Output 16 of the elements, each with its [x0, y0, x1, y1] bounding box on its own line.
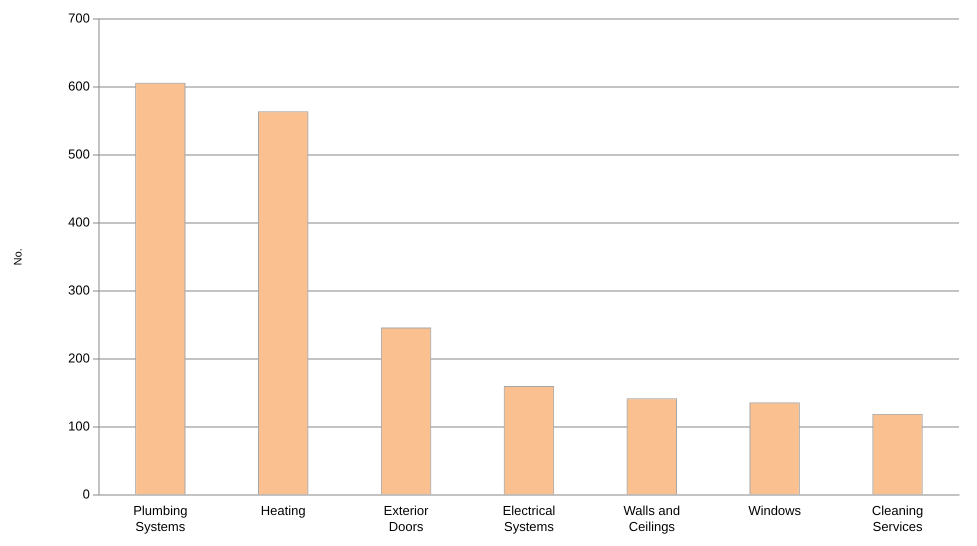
x-tick-label: Plumbing Systems [133, 503, 188, 534]
y-tick-label: 700 [68, 10, 90, 26]
y-tick-label: 300 [68, 282, 90, 298]
y-tick-label: 400 [68, 214, 90, 230]
y-tick-label: 600 [68, 78, 90, 94]
x-tick-label: Electrical Systems [502, 503, 556, 534]
x-tick-label: Walls and Ceilings [624, 503, 680, 534]
x-tick-label: Heating [260, 503, 306, 518]
x-tick-label: Windows [748, 503, 802, 518]
y-tick-label: 100 [68, 418, 90, 434]
y-tick-label: 500 [68, 146, 90, 162]
y-tick-label: 200 [68, 350, 90, 366]
x-tick-label: Cleaning Services [872, 503, 924, 534]
y-tick-label: 0 [82, 486, 90, 502]
y-axis-title: No. [12, 248, 25, 266]
x-tick-label: Exterior Doors [384, 503, 430, 534]
